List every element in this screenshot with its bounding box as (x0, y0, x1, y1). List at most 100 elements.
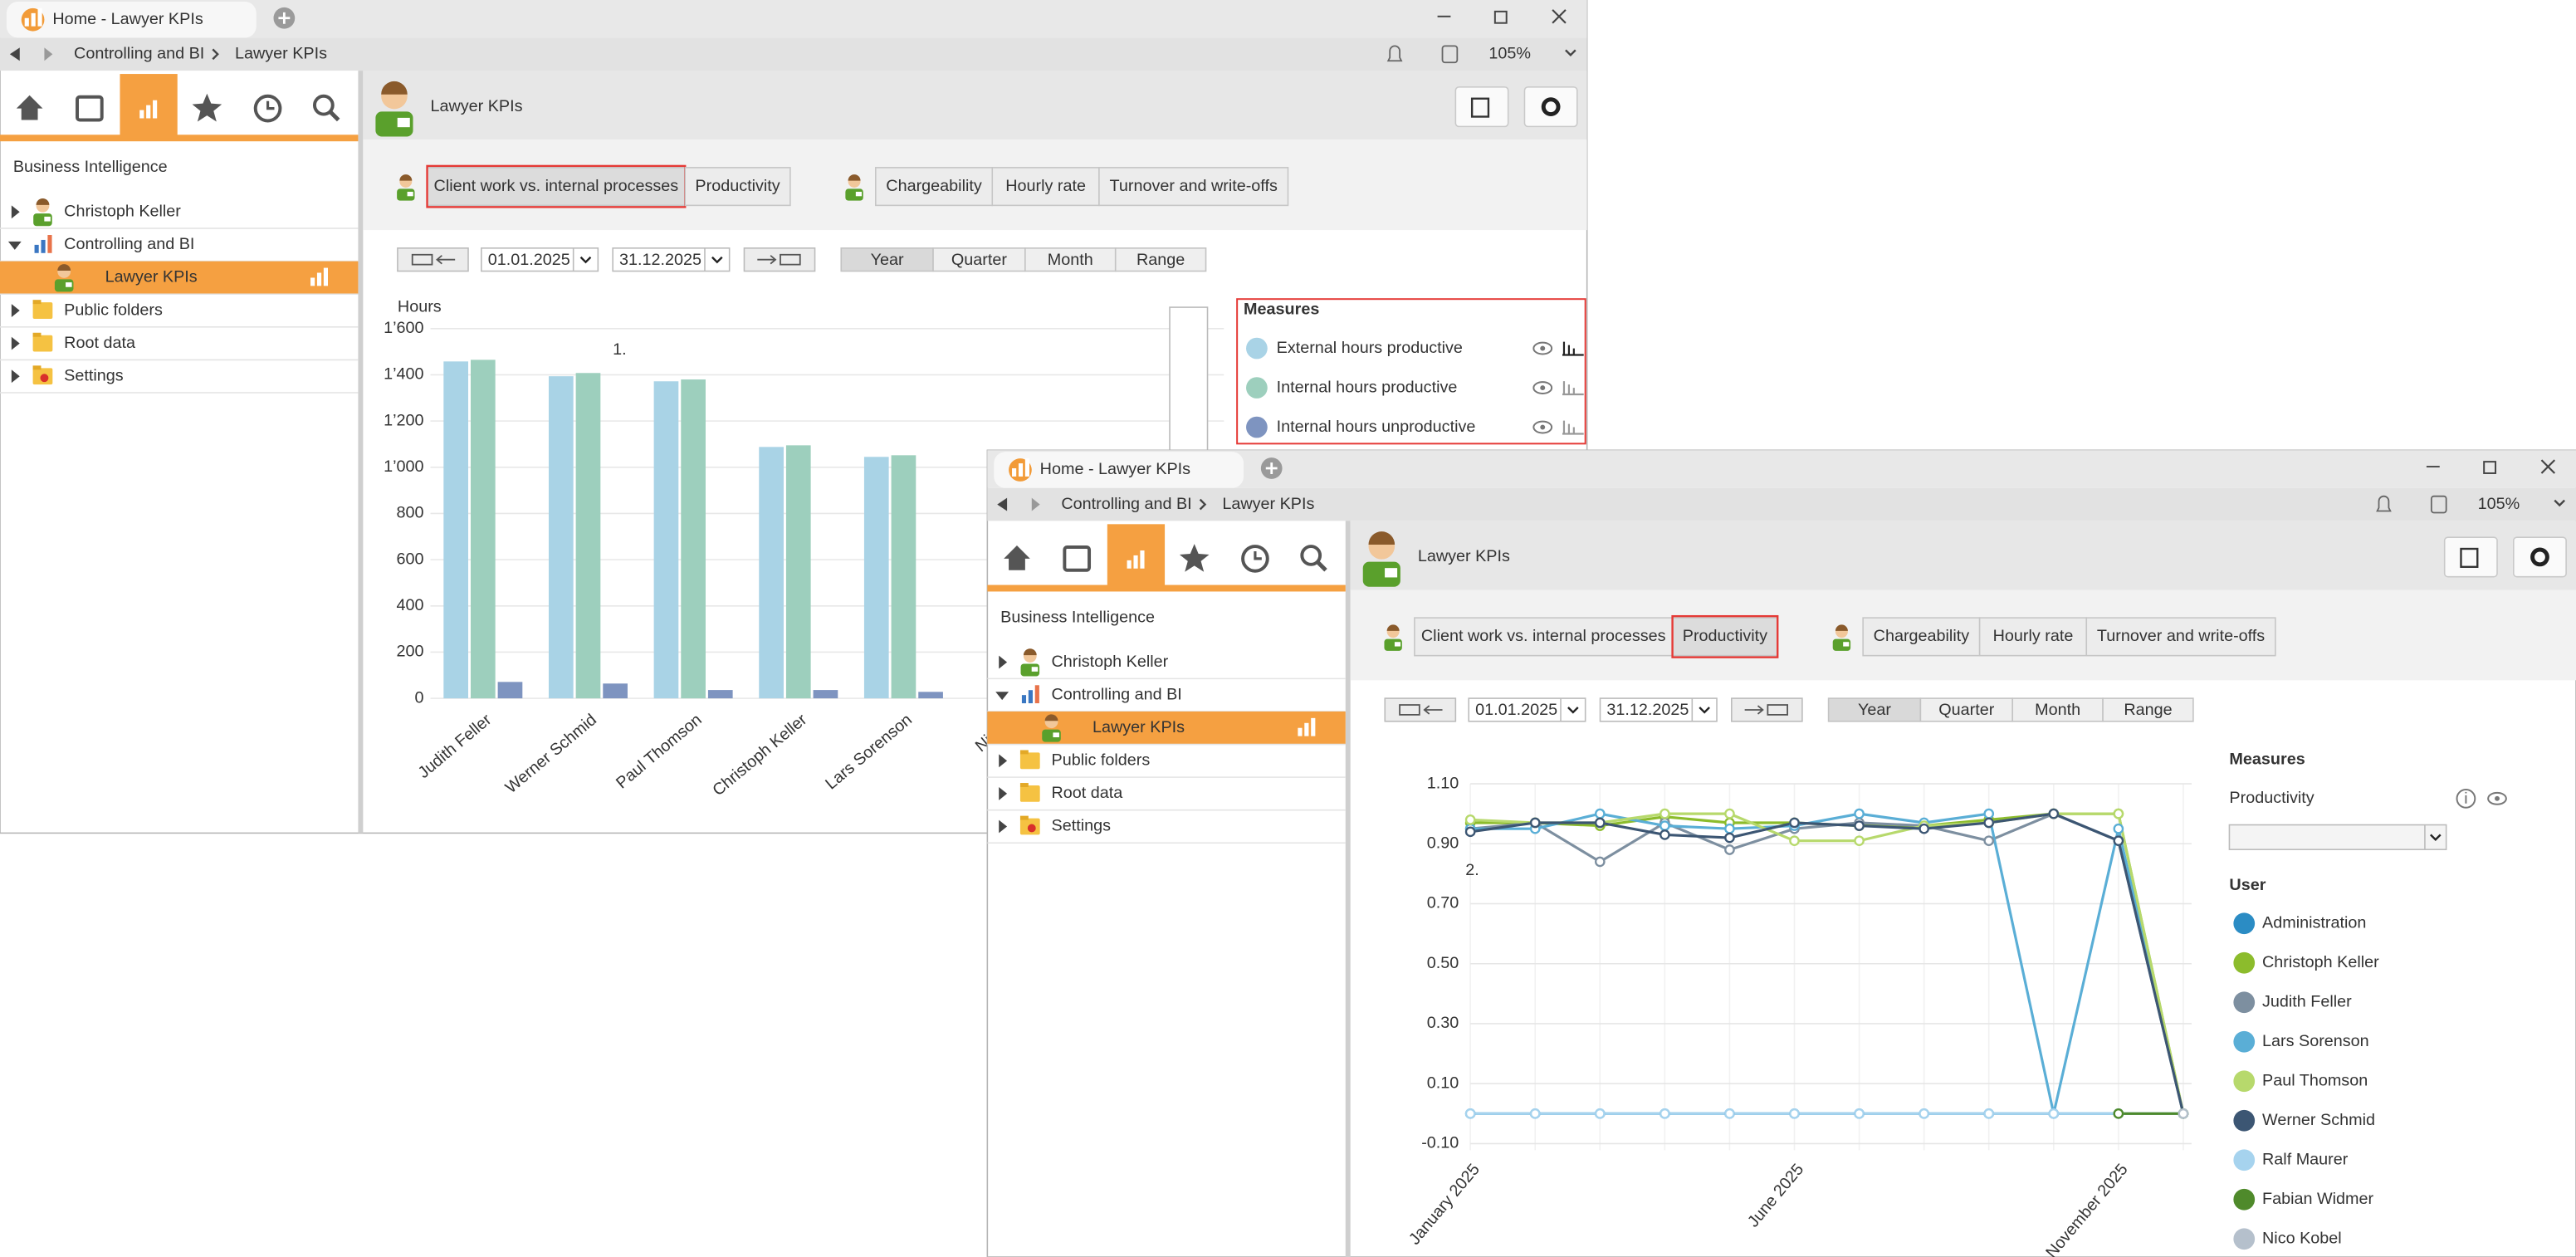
notification-bell[interactable] (2376, 495, 2392, 512)
layout-button[interactable] (1454, 86, 1509, 128)
period-label[interactable]: Year (1858, 701, 1891, 719)
zoom-level[interactable]: 105% (2478, 495, 2520, 513)
triangle[interactable] (11, 205, 20, 219)
history-icon[interactable] (1241, 545, 1269, 573)
period-button[interactable] (2102, 697, 2194, 722)
info-button[interactable] (2430, 495, 2447, 514)
legend-swatch[interactable] (2233, 1149, 2256, 1171)
period-label[interactable]: Year (871, 251, 904, 269)
triangle[interactable] (999, 754, 1008, 768)
legend-swatch[interactable] (2233, 1228, 2256, 1250)
date-input[interactable] (612, 247, 731, 272)
period-button[interactable] (1024, 247, 1117, 272)
analysis-tab[interactable] (1098, 167, 1289, 207)
legend-label[interactable]: Internal hours productive (1277, 378, 1458, 396)
report-tab-label[interactable]: Client work vs. internal processes (1421, 627, 1666, 645)
legend-label[interactable]: External hours productive (1277, 339, 1463, 357)
triangle[interactable] (11, 304, 20, 317)
period-label[interactable]: Month (2035, 701, 2080, 719)
legend-label[interactable]: Ralf Maurer (2262, 1150, 2349, 1168)
analysis-tab[interactable] (991, 167, 1100, 207)
tree-item[interactable]: Controlling and BI (1052, 685, 1182, 703)
date-value[interactable]: 31.12.2025 (619, 251, 701, 269)
tree-item[interactable]: Root data (64, 334, 135, 352)
period-button[interactable] (932, 247, 1026, 272)
measure-name[interactable]: Productivity (2229, 789, 2314, 807)
close-button[interactable] (1552, 9, 1567, 24)
zoom-level[interactable]: 105% (1488, 45, 1531, 63)
tree-item[interactable]: Lawyer KPIs (105, 268, 198, 286)
tree-item[interactable]: Settings (64, 366, 124, 384)
legend-swatch[interactable] (2233, 951, 2256, 974)
analysis-tab[interactable] (1978, 617, 2088, 657)
browser-tab[interactable] (994, 452, 1244, 488)
analysis-tab-label[interactable]: Hourly rate (1993, 627, 2074, 645)
restore-button[interactable] (2483, 461, 2497, 474)
calendar-icon[interactable] (76, 95, 104, 122)
legend-label[interactable]: Fabian Widmer (2262, 1190, 2374, 1208)
period-nav-button[interactable] (743, 247, 816, 272)
legend-swatch[interactable] (2233, 991, 2256, 1014)
tree-item[interactable]: Root data (1052, 784, 1123, 802)
triangle[interactable] (11, 369, 20, 384)
date-input[interactable] (1468, 697, 1586, 722)
tree-item[interactable]: Controlling and BI (64, 235, 194, 253)
date-input[interactable] (1599, 697, 1718, 722)
eye-icon[interactable] (1532, 341, 1553, 355)
legend-label[interactable]: Lars Sorenson (2262, 1032, 2369, 1050)
info-icon[interactable] (2456, 788, 2476, 809)
tree-item[interactable]: Public folders (1052, 751, 1151, 770)
analysis-tab-label[interactable]: Chargeability (1874, 627, 1970, 645)
legend-label[interactable]: Internal hours unproductive (1277, 418, 1476, 436)
period-button[interactable] (1114, 247, 1207, 272)
favorites-icon[interactable] (192, 93, 222, 122)
tree-item[interactable]: Public folders (64, 301, 163, 319)
favorites-icon[interactable] (1179, 544, 1210, 572)
report-tab[interactable] (1671, 617, 1779, 657)
chart-type-icon[interactable] (1562, 420, 1584, 435)
history-icon[interactable] (253, 94, 282, 123)
tree-item[interactable]: Settings (1052, 817, 1112, 835)
date-value[interactable]: 01.01.2025 (1475, 701, 1557, 719)
date-value[interactable]: 01.01.2025 (488, 251, 570, 269)
search-icon[interactable] (1300, 545, 1322, 566)
triangle[interactable] (995, 692, 1009, 701)
period-label[interactable]: Month (1048, 251, 1093, 269)
analysis-tab-label[interactable]: Turnover and write-offs (1110, 177, 1278, 195)
restore-button[interactable] (1493, 10, 1508, 24)
analysis-tab-label[interactable]: Hourly rate (1005, 177, 1086, 195)
report-tab-label[interactable]: Productivity (1683, 627, 1767, 645)
eye-icon[interactable] (1532, 381, 1553, 394)
legend-label[interactable]: Administration (2262, 913, 2366, 932)
analysis-tab[interactable] (874, 167, 994, 207)
legend-label[interactable]: Paul Thomson (2262, 1071, 2368, 1089)
period-label[interactable]: Range (2124, 701, 2172, 719)
period-button[interactable] (1919, 697, 2014, 722)
period-label[interactable]: Quarter (1938, 701, 1994, 719)
chart-type-icon[interactable] (1562, 341, 1584, 356)
analysis-tab[interactable] (2085, 617, 2276, 657)
triangle[interactable] (11, 336, 20, 350)
eye-icon[interactable] (1532, 420, 1553, 434)
legend-swatch[interactable] (2233, 1070, 2256, 1093)
home-icon[interactable] (1004, 545, 1030, 570)
legend-swatch[interactable] (2233, 1109, 2256, 1132)
period-label[interactable]: Range (1136, 251, 1185, 269)
report-tab[interactable] (1414, 617, 1674, 657)
breadcrumb-item[interactable]: Lawyer KPIs (235, 45, 327, 63)
calendar-icon[interactable] (1063, 545, 1092, 572)
chart-type-icon[interactable] (1562, 381, 1584, 396)
triangle[interactable] (999, 786, 1008, 800)
triangle[interactable] (7, 241, 22, 250)
period-nav-button[interactable] (1384, 697, 1457, 722)
breadcrumb-item[interactable]: Controlling and BI (1061, 495, 1191, 513)
triangle[interactable] (44, 47, 53, 61)
legend-label[interactable]: Christoph Keller (2262, 953, 2379, 971)
settings-button[interactable] (2513, 536, 2567, 578)
report-tab-label[interactable]: Productivity (695, 177, 780, 195)
date-value[interactable]: 31.12.2025 (1606, 701, 1689, 719)
report-tab-label[interactable]: Client work vs. internal processes (434, 177, 679, 195)
settings-button[interactable] (1523, 86, 1578, 128)
tree-item[interactable]: Christoph Keller (1052, 653, 1169, 671)
legend-swatch[interactable] (2233, 1030, 2256, 1053)
